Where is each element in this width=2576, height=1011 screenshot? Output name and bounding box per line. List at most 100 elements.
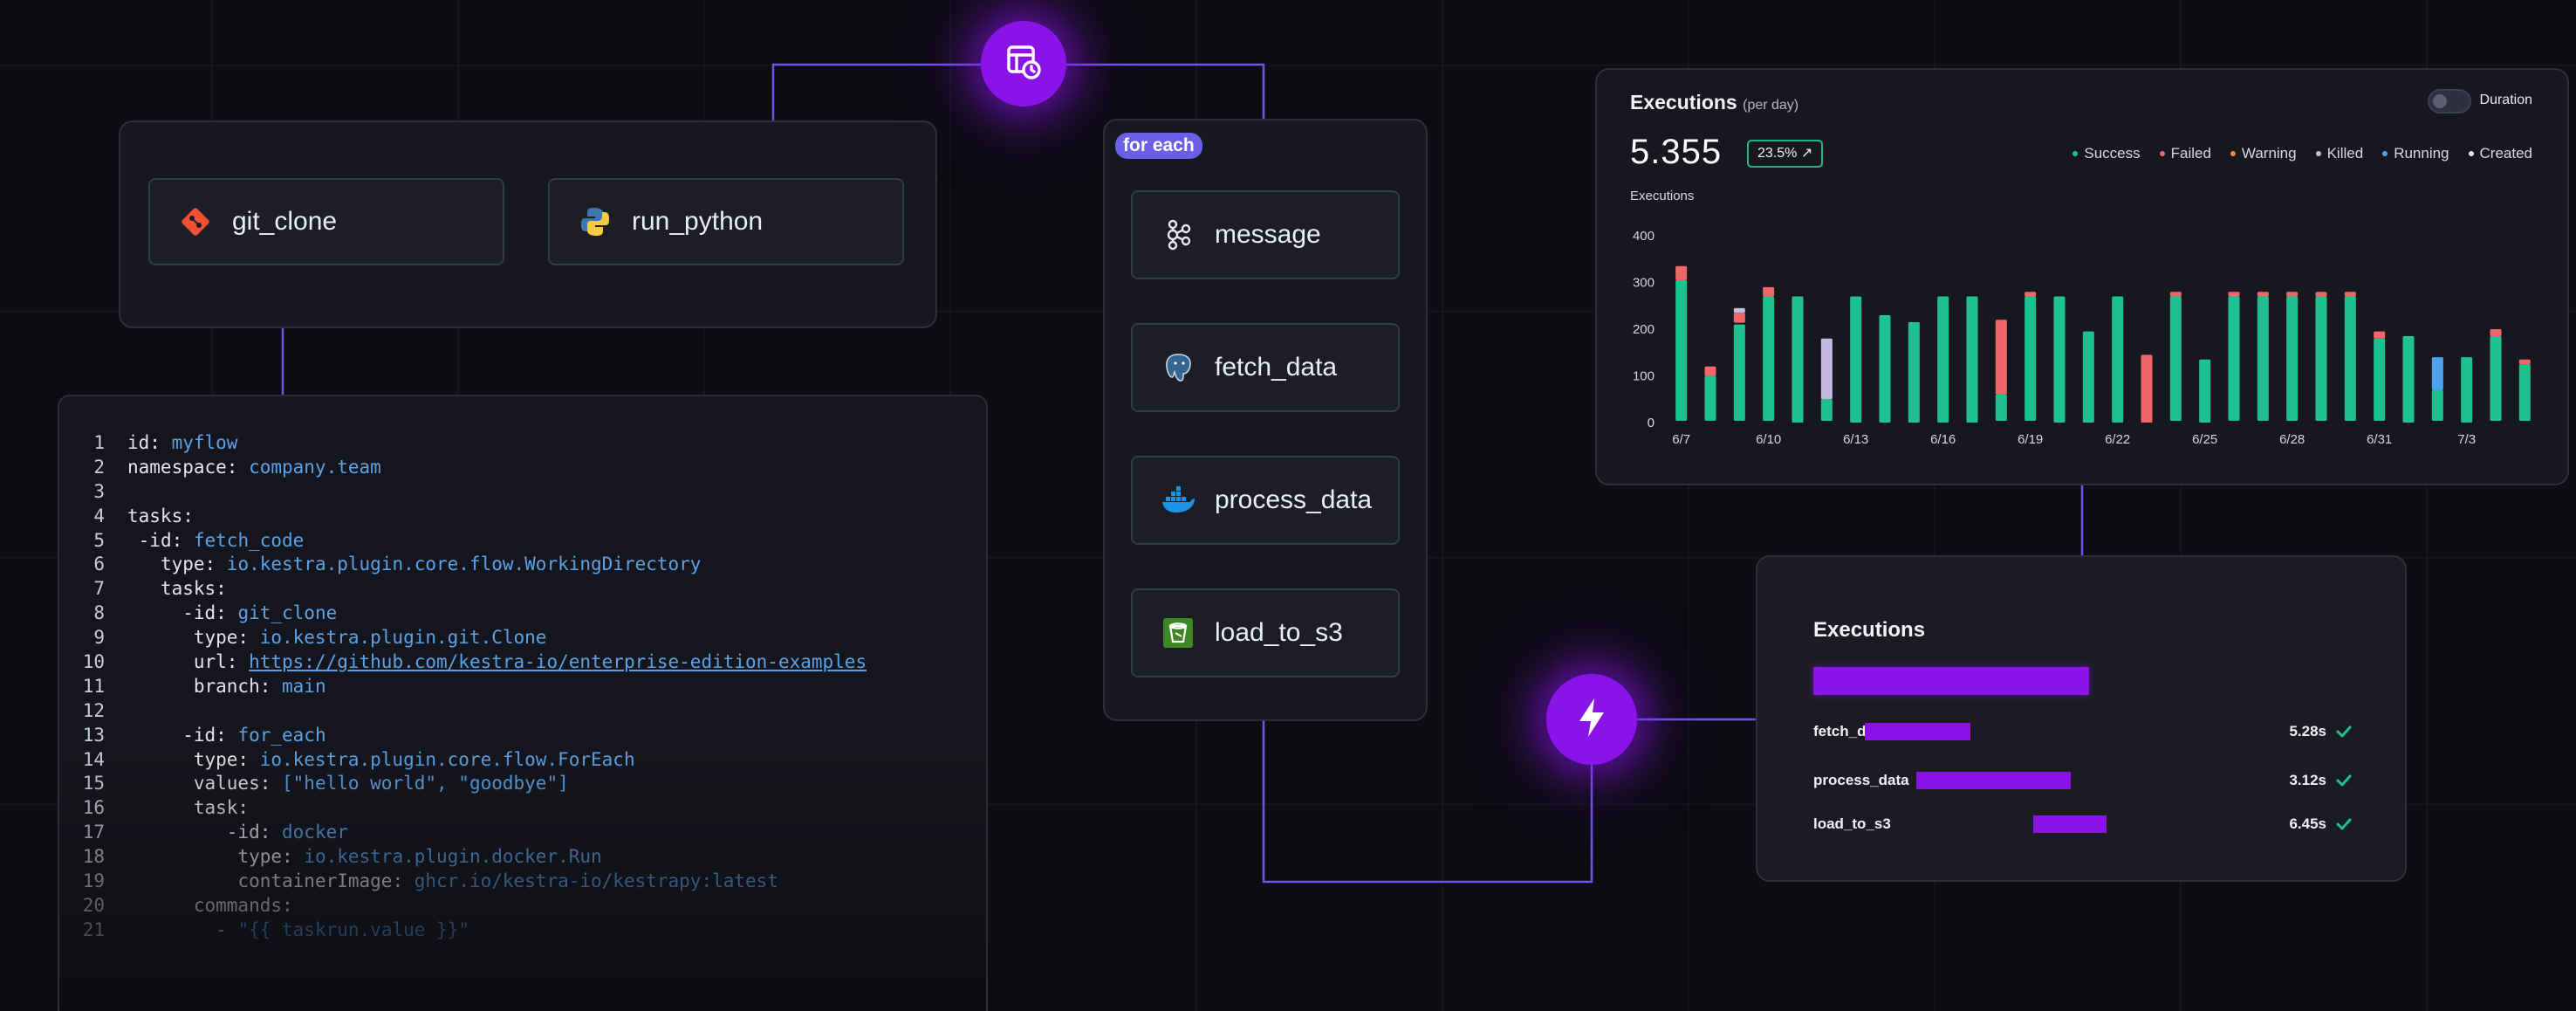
line-text: -id: for_each xyxy=(127,724,325,748)
bar-success[interactable] xyxy=(2112,296,2124,423)
bar-failed[interactable] xyxy=(2518,359,2531,365)
task-node-message[interactable]: message xyxy=(1131,190,1400,279)
yaml-key: task: xyxy=(193,797,250,819)
code-line: 15 values: ["hello world", "goodbye"] xyxy=(59,772,986,796)
kafka-icon xyxy=(1161,217,1196,252)
python-icon xyxy=(578,204,613,239)
bar-failed[interactable] xyxy=(2257,292,2269,297)
legend-item-success[interactable]: Success xyxy=(2072,145,2141,162)
task-node-process-data[interactable]: process_data xyxy=(1131,456,1400,545)
yaml-key: branch: xyxy=(193,675,283,697)
code-line: 12 xyxy=(59,699,986,724)
yaml-link[interactable]: https://github.com/kestra-io/enterprise-… xyxy=(249,651,867,673)
task-row-fetch-data[interactable]: fetch_data 5.28s xyxy=(1813,721,2354,742)
task-node-run-python[interactable]: run_python xyxy=(548,178,904,265)
bar-success[interactable] xyxy=(1995,394,2007,421)
bar-success[interactable] xyxy=(2082,331,2094,423)
bar-success[interactable] xyxy=(1937,296,1949,423)
executions-total: 5.355 xyxy=(1630,133,1723,171)
bar-failed[interactable] xyxy=(2315,292,2327,297)
bar-success[interactable] xyxy=(1675,279,1688,421)
bar-success[interactable] xyxy=(2053,296,2066,423)
bar-success[interactable] xyxy=(2257,296,2269,421)
yaml-key: id: xyxy=(127,432,172,453)
bar-failed[interactable] xyxy=(2024,292,2037,297)
bar-failed[interactable] xyxy=(2228,292,2240,297)
schedule-trigger[interactable] xyxy=(981,21,1066,107)
bar-success[interactable] xyxy=(1733,324,1745,421)
bar-success[interactable] xyxy=(1704,375,1716,422)
bar-killed[interactable] xyxy=(1733,307,1745,313)
bar-failed[interactable] xyxy=(2374,331,2386,339)
bar-failed[interactable] xyxy=(1675,265,1688,280)
connector-foreach-to-bolt xyxy=(1262,719,1593,884)
bar-success[interactable] xyxy=(1850,296,1862,423)
bar-killed[interactable] xyxy=(1820,338,1833,400)
yaml-value: fetch_code xyxy=(193,529,305,551)
task-node-label: fetch_data xyxy=(1215,353,1338,382)
code-editor[interactable]: 1 id: myflow 2 namespace: company.team 3 4 tas… xyxy=(58,395,988,1011)
bar-success[interactable] xyxy=(1966,296,1978,423)
line-text: -id: git_clone xyxy=(127,602,337,626)
bar-success[interactable] xyxy=(2431,389,2443,421)
bar-success[interactable] xyxy=(2199,359,2211,423)
legend-item-warning[interactable]: Warning xyxy=(2230,145,2297,162)
bar-success[interactable] xyxy=(2374,338,2386,421)
task-row-load-to-s3[interactable]: load_to_s3 6.45s xyxy=(1813,814,2354,835)
bar-success[interactable] xyxy=(2315,296,2327,421)
code-line: 9 type: io.kestra.plugin.git.Clone xyxy=(59,626,986,650)
bar-failed[interactable] xyxy=(1763,286,1775,297)
code-line: 6 type: io.kestra.plugin.core.flow.Worki… xyxy=(59,553,986,577)
executions-chart-panel: Executions (per day) Duration 5.355 23.5… xyxy=(1595,68,2569,485)
line-text: -id: fetch_code xyxy=(127,529,305,554)
bar-success[interactable] xyxy=(2402,336,2415,423)
bar-failed[interactable] xyxy=(1995,320,2007,395)
bar-success[interactable] xyxy=(2344,296,2356,421)
bar-success[interactable] xyxy=(1820,399,1833,421)
bar-success[interactable] xyxy=(2024,296,2037,421)
duration-toggle[interactable] xyxy=(2428,89,2471,113)
task-node-fetch-data[interactable]: fetch_data xyxy=(1131,323,1400,412)
task-node-git-clone[interactable]: git_clone xyxy=(148,178,504,265)
bar-failed[interactable] xyxy=(2490,329,2502,337)
code-lines: 1 id: myflow 2 namespace: company.team 3 4 tas… xyxy=(59,431,986,943)
bar-success[interactable] xyxy=(2169,296,2182,421)
bar-failed[interactable] xyxy=(2286,292,2299,297)
x-tick-label: 6/31 xyxy=(2367,432,2392,447)
bar-success[interactable] xyxy=(2518,364,2531,421)
bar-success[interactable] xyxy=(2461,357,2473,423)
success-check-icon xyxy=(2333,814,2354,835)
legend-item-running[interactable]: Running xyxy=(2382,145,2449,162)
bar-success[interactable] xyxy=(2286,296,2299,421)
legend-dot xyxy=(2315,151,2321,156)
yaml-key: -id: xyxy=(182,602,238,624)
task-node-label: git_clone xyxy=(232,207,338,236)
legend-item-created[interactable]: Created xyxy=(2468,145,2532,162)
executions-summary-panel: Executions fetch_data 5.28s process_data 3.… xyxy=(1756,555,2407,882)
bar-success[interactable] xyxy=(1792,296,1804,423)
bar-success[interactable] xyxy=(1763,296,1775,421)
bar-failed[interactable] xyxy=(2169,292,2182,297)
legend-item-killed[interactable]: Killed xyxy=(2315,145,2363,162)
yaml-value: io.kestra.plugin.core.flow.WorkingDirect… xyxy=(226,554,702,575)
bar-success[interactable] xyxy=(2490,336,2502,421)
legend-dot xyxy=(2468,151,2474,156)
legend-item-failed[interactable]: Failed xyxy=(2159,145,2211,162)
bar-success[interactable] xyxy=(1879,314,1891,423)
line-number: 1 xyxy=(93,432,105,453)
task-node-load-to-s3[interactable]: load_to_s3 xyxy=(1131,588,1400,677)
line-number: 5 xyxy=(93,529,105,551)
bar-failed[interactable] xyxy=(2344,292,2356,297)
legend-label: Failed xyxy=(2170,145,2211,162)
executions-summary-title: Executions xyxy=(1813,618,1926,642)
task-row-process-data[interactable]: process_data 3.12s xyxy=(1813,770,2354,791)
bar-success[interactable] xyxy=(1908,321,1920,423)
bar-success[interactable] xyxy=(2228,296,2240,421)
bar-failed[interactable] xyxy=(1704,366,1716,376)
bar-failed[interactable] xyxy=(1733,313,1745,323)
bar-running[interactable] xyxy=(2431,357,2443,390)
bar-failed[interactable] xyxy=(2141,354,2153,423)
realtime-trigger[interactable] xyxy=(1546,674,1637,765)
code-line: 5 -id: fetch_code xyxy=(59,529,986,554)
line-number: 15 xyxy=(82,773,105,794)
